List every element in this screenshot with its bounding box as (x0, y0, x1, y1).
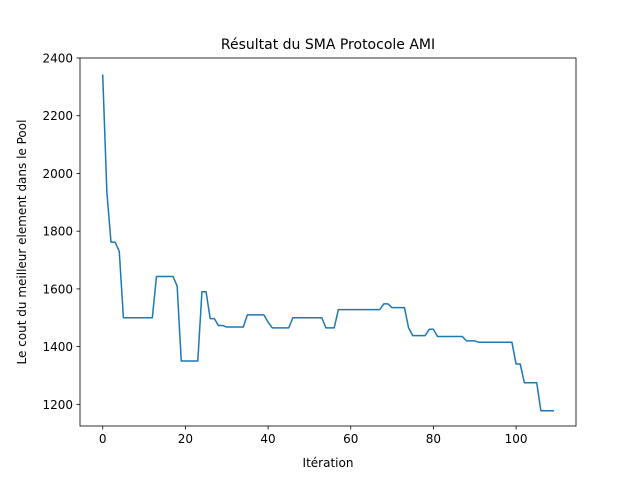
series-line-0 (101, 74, 555, 412)
x-tick-label: 20 (178, 432, 193, 446)
x-tick-label: 60 (343, 432, 358, 446)
x-tick-label: 40 (260, 432, 275, 446)
y-axis: 1200 1400 1600 1800 2000 2200 2400 (42, 52, 80, 412)
plot-area (79, 57, 577, 427)
y-tick-label: 2200 (42, 109, 73, 123)
y-axis-label: Le cout du meilleur element dans le Pool (15, 120, 29, 365)
x-axis-label: Itération (303, 456, 354, 470)
y-tick-label: 1200 (42, 398, 73, 412)
x-axis: 0 20 40 60 80 100 (99, 426, 528, 446)
y-tick-label: 2000 (42, 167, 73, 181)
x-tick-label: 100 (505, 432, 528, 446)
y-tick-label: 1400 (42, 340, 73, 354)
plot-frame (79, 57, 577, 427)
y-tick-label: 1800 (42, 225, 73, 239)
y-tick-label: 1600 (42, 282, 73, 296)
x-tick-label: 80 (426, 432, 441, 446)
y-tick-label: 2400 (42, 52, 73, 66)
chart-title: Résultat du SMA Protocole AMI (221, 37, 435, 53)
x-tick-label: 0 (99, 432, 107, 446)
